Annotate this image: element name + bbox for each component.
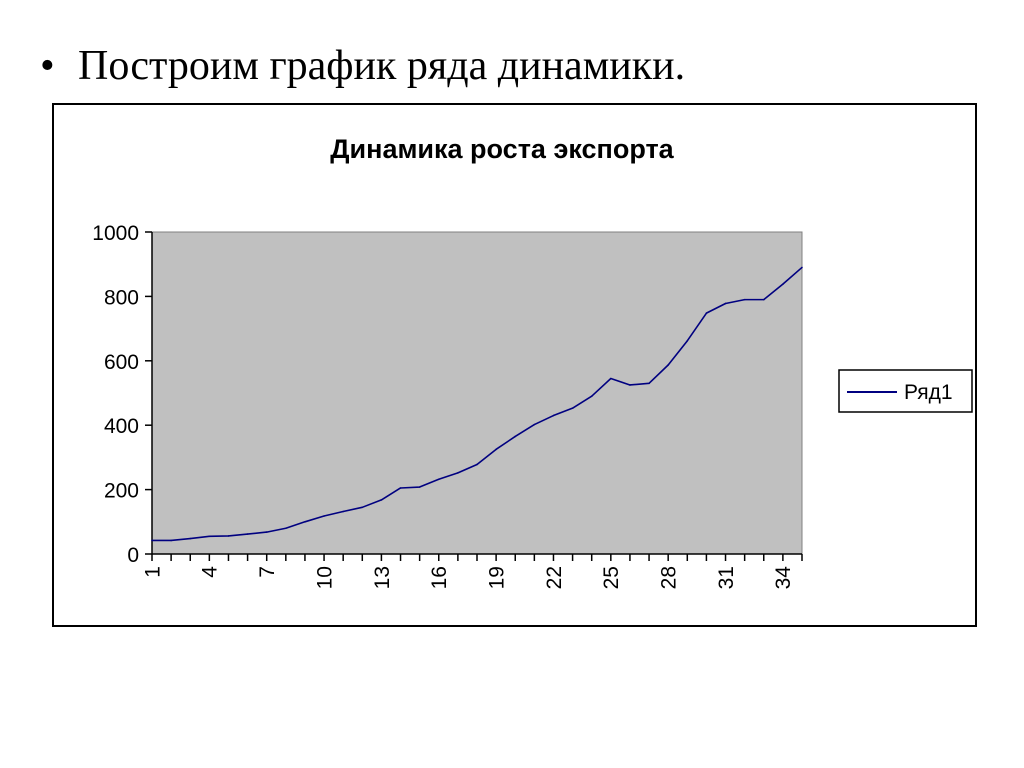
export-growth-chart: Динамика роста экспорта 0200400600800100… (92, 134, 973, 590)
data-point (265, 531, 268, 533)
data-point (724, 302, 727, 305)
x-tick-label: 25 (600, 566, 623, 589)
y-tick-label: 600 (104, 351, 139, 374)
data-point (323, 515, 325, 517)
data-point (514, 435, 517, 438)
data-point (437, 478, 440, 481)
data-point (170, 539, 172, 542)
x-tick-label: 16 (428, 566, 451, 589)
y-axis: 0 200 400 600 800 1000 (92, 222, 153, 567)
x-tick-label: 31 (715, 566, 738, 589)
data-point (380, 499, 383, 501)
data-point (648, 382, 650, 385)
bullet-text: Построим график ряда динамики. (78, 43, 686, 89)
data-point (686, 340, 689, 342)
data-point (361, 506, 364, 509)
data-point (399, 487, 402, 489)
data-point (571, 407, 574, 409)
x-tick-label: 4 (199, 566, 222, 578)
x-tick-label: 13 (371, 566, 394, 589)
slide-bullet: • Построим график ряда динамики. (40, 42, 685, 90)
data-point (457, 472, 459, 474)
x-tick-label: 34 (772, 566, 795, 590)
data-point (762, 298, 765, 301)
data-point (743, 298, 746, 301)
data-point (342, 510, 344, 513)
data-point (552, 414, 555, 417)
data-point (533, 423, 536, 426)
chart-frame: Динамика роста экспорта 0 200 400 600 800 100… (52, 103, 977, 627)
y-tick-label: 200 (104, 480, 139, 503)
data-point (304, 521, 306, 523)
x-tick-label: 10 (313, 566, 336, 589)
data-point (151, 539, 153, 542)
data-point (667, 364, 669, 366)
data-point (610, 377, 612, 380)
data-point (285, 527, 287, 530)
legend: Ряд1 (838, 369, 973, 413)
legend-label: Ряд1 (904, 381, 953, 404)
y-tick-label: 400 (104, 415, 139, 438)
data-point (705, 312, 708, 314)
data-point (418, 486, 421, 488)
x-tick-label: 7 (256, 566, 279, 578)
x-tick-label: 1 (141, 566, 164, 578)
bullet-symbol: • (40, 43, 55, 89)
series-group (151, 266, 803, 542)
x-tick-label: 22 (543, 566, 566, 589)
data-point (476, 463, 478, 466)
x-tick-label: 28 (658, 566, 681, 589)
x-tick-label: 19 (485, 566, 508, 589)
x-axis: 1 4 7 10 13 16 19 22 25 28 31 34 (141, 553, 803, 590)
y-tick-label: 1000 (92, 222, 139, 245)
chart-title: Динамика роста экспорта (330, 134, 674, 164)
data-point (227, 535, 230, 537)
data-point (246, 533, 249, 535)
plot-area (151, 231, 803, 555)
data-point (629, 384, 631, 386)
data-point (782, 283, 784, 285)
data-point (495, 448, 497, 451)
y-tick-label: 800 (104, 286, 139, 309)
data-point (801, 266, 803, 269)
data-point (208, 535, 211, 538)
data-point (189, 537, 192, 540)
data-point (590, 395, 593, 398)
y-tick-label: 0 (127, 544, 139, 567)
